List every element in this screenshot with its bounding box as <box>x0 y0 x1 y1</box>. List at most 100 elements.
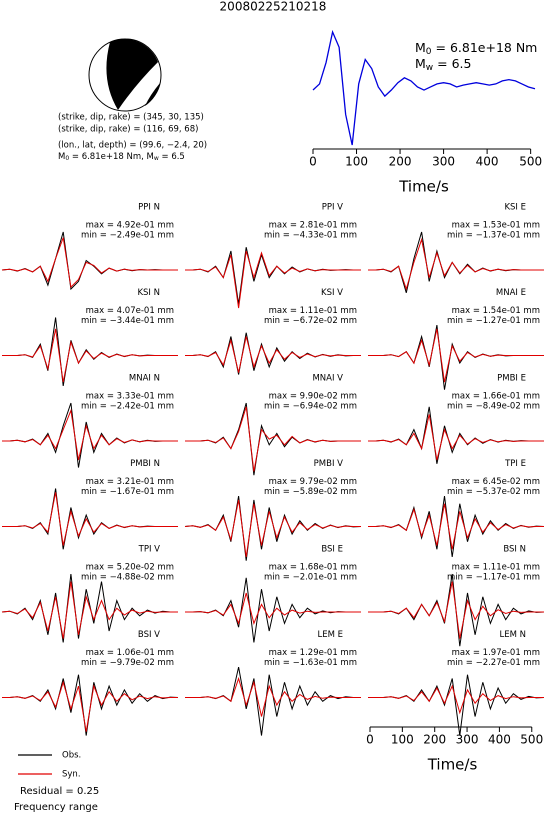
syn-waveform <box>2 492 178 546</box>
mechanism-line: (lon., lat, depth) = (99.6, −2.4, 20) <box>58 141 207 151</box>
max-label: max = 2.81e-01 mm <box>269 221 357 231</box>
max-label: max = 1.66e-01 mm <box>452 392 540 402</box>
syn-waveform <box>2 408 178 461</box>
annotation-text: = 6.81e+18 Nm <box>432 40 538 55</box>
max-label: max = 1.29e-01 mm <box>269 648 357 658</box>
min-label: min = −6.94e-02 mm <box>264 402 357 412</box>
mechanism-line: (strike, dip, rake) = (345, 30, 135) <box>58 113 204 123</box>
frequency-label: Frequency range <box>14 802 98 813</box>
x-tick-label: 0 <box>309 155 317 169</box>
syn-waveform <box>1 237 178 289</box>
syn-waveform <box>368 414 544 461</box>
min-label: min = −4.88e-02 mm <box>81 573 174 583</box>
station-label: BSI V <box>138 630 160 640</box>
x-tick-label: 500 <box>520 733 543 747</box>
station-label: PMBI E <box>497 374 526 384</box>
min-label: min = −8.49e-02 mm <box>447 402 540 412</box>
annotation-text: M <box>415 40 426 55</box>
min-label: min = −1.67e-01 mm <box>81 487 174 497</box>
max-label: max = 1.06e-01 mm <box>86 648 174 658</box>
syn-waveform <box>368 581 544 639</box>
x-tick-label: 0 <box>366 733 374 747</box>
max-label: max = 6.45e-02 mm <box>452 477 540 487</box>
moment-sub: w <box>154 155 159 162</box>
max-label: max = 9.79e-02 mm <box>269 477 357 487</box>
x-tick-label: 400 <box>476 155 499 169</box>
station-label: KSI N <box>137 288 160 298</box>
station-label: PMBI V <box>314 459 343 469</box>
x-axis-label: Time/s <box>398 178 449 196</box>
moment-annotation: Mw = 6.5 <box>415 56 471 73</box>
max-label: max = 1.54e-01 mm <box>452 306 540 316</box>
syn-waveform <box>185 336 361 373</box>
moment-sub: 0 <box>65 155 69 162</box>
beach-ball <box>88 38 162 112</box>
legend-label: Syn. <box>62 770 81 780</box>
max-label: max = 1.11e-01 mm <box>452 563 540 573</box>
min-label: min = −1.27e-01 mm <box>447 316 540 326</box>
beach-ball-compression <box>106 38 158 110</box>
annotation-sub: 0 <box>426 47 432 57</box>
x-tick-label: 300 <box>456 733 479 747</box>
station-label: PPI N <box>138 203 160 213</box>
station-label: TPI E <box>504 459 526 469</box>
obs-waveform <box>368 674 545 736</box>
obs-waveform <box>2 488 178 550</box>
syn-waveform <box>185 406 361 472</box>
syn-waveform <box>185 592 361 626</box>
max-label: max = 1.68e-01 mm <box>269 563 357 573</box>
min-label: min = −1.37e-01 mm <box>447 231 540 241</box>
max-label: max = 4.92e-01 mm <box>86 221 174 231</box>
moment-text: = 6.81e+18 Nm, M <box>69 152 154 162</box>
min-label: min = −4.33e-01 mm <box>264 231 357 241</box>
figure-title: 20080225210218 <box>220 0 327 14</box>
obs-waveform <box>1 231 178 291</box>
station-label: LEM N <box>499 630 526 640</box>
max-label: max = 4.07e-01 mm <box>86 306 174 316</box>
obs-waveform <box>185 666 361 736</box>
moment-line: M0 = 6.81e+18 Nm, Mw = 6.5 <box>58 152 185 162</box>
max-label: max = 3.33e-01 mm <box>86 392 174 402</box>
syn-waveform <box>2 328 178 383</box>
min-label: min = −2.27e-01 mm <box>447 658 540 668</box>
station-label: BSI N <box>503 545 526 555</box>
syn-waveform <box>184 499 361 557</box>
station-label: MNAI E <box>496 288 526 298</box>
obs-waveform <box>368 231 544 293</box>
x-tick-label: 500 <box>519 155 542 169</box>
min-label: min = −3.44e-01 mm <box>81 316 174 326</box>
max-label: max = 9.90e-02 mm <box>269 392 357 402</box>
syn-waveform <box>368 237 544 291</box>
syn-waveform <box>368 328 544 383</box>
syn-waveform <box>185 676 361 717</box>
syn-waveform <box>368 503 544 550</box>
obs-waveform <box>2 402 178 468</box>
station-label: KSI V <box>321 288 343 298</box>
syn-waveform <box>368 684 544 715</box>
x-tick-label: 200 <box>423 733 446 747</box>
station-label: MNAI N <box>129 374 160 384</box>
moment-text: = 6.5 <box>159 152 185 162</box>
obs-waveform <box>368 406 544 464</box>
residual-label: Residual = 0.25 <box>20 786 99 797</box>
min-label: min = −2.42e-01 mm <box>81 402 174 412</box>
max-label: max = 1.11e-01 mm <box>269 306 357 316</box>
station-label: LEM E <box>317 630 343 640</box>
min-label: min = −9.79e-02 mm <box>81 658 174 668</box>
max-label: max = 5.20e-02 mm <box>86 563 174 573</box>
max-label: max = 1.97e-01 mm <box>452 648 540 658</box>
min-label: min = −1.17e-01 mm <box>447 573 540 583</box>
x-tick-label: 300 <box>432 155 455 169</box>
annotation-sub: w <box>426 63 433 73</box>
x-axis-label: Time/s <box>427 756 478 774</box>
syn-waveform <box>1 581 178 639</box>
min-label: min = −2.49e-01 mm <box>81 231 174 241</box>
annotation-text: M <box>415 56 426 71</box>
min-label: min = −5.37e-02 mm <box>447 487 540 497</box>
annotation-text: = 6.5 <box>433 56 471 71</box>
syn-waveform <box>185 250 361 309</box>
station-label: PPI V <box>322 203 343 213</box>
moment-annotation: M0 = 6.81e+18 Nm <box>415 40 537 57</box>
obs-waveform <box>185 332 361 375</box>
